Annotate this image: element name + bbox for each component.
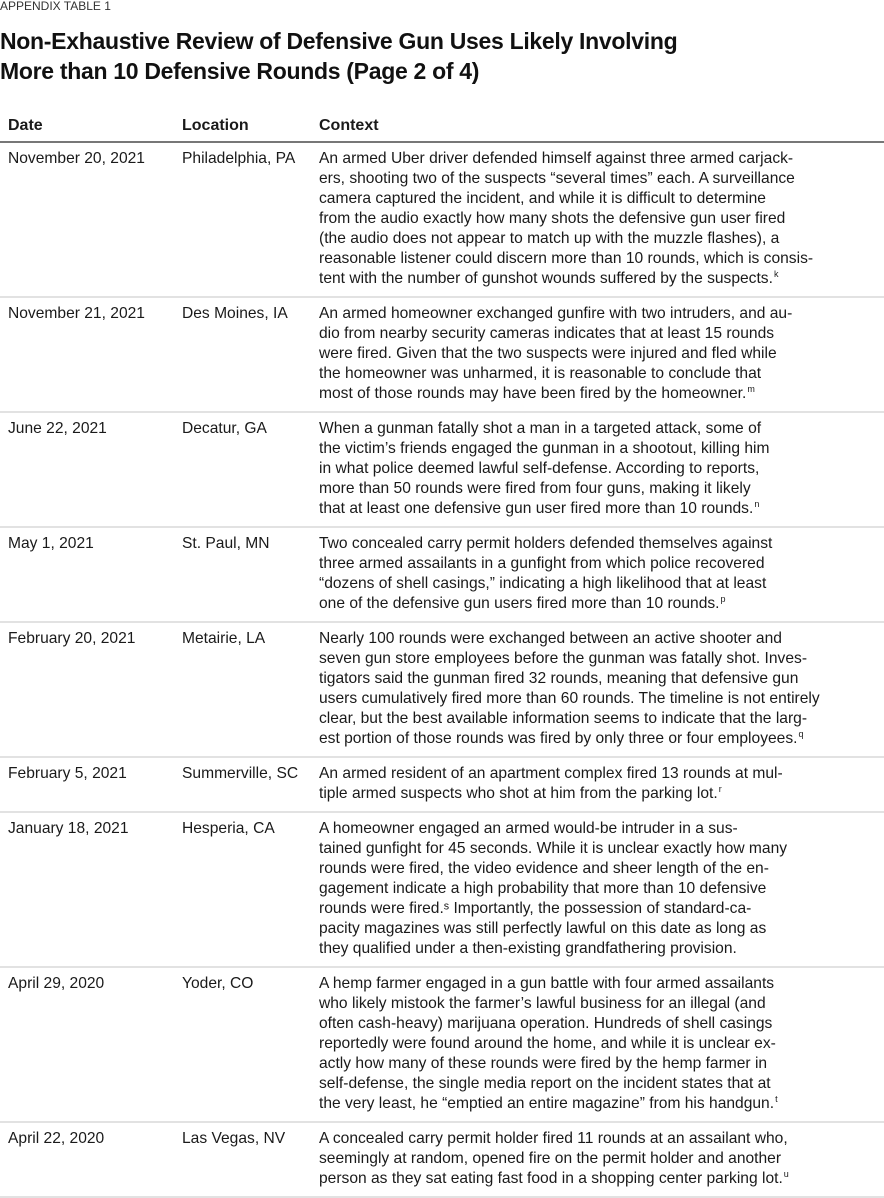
cell-context: Nearly 100 rounds were exchanged between… (319, 629, 884, 749)
context-line: person as they sat eating fast food in a… (319, 1169, 789, 1188)
table-row: April 29, 2020 Yoder, CO A hemp farmer eng… (0, 968, 884, 1123)
context-line: seemingly at random, opened fire on the … (319, 1150, 782, 1167)
cell-location: Decatur, GA (182, 420, 267, 437)
context-line: When a gunman fatally shot a man in a ta… (319, 420, 762, 437)
cell-date: May 1, 2021 (8, 535, 94, 552)
context-line: rounds were fired, the video evidence an… (319, 860, 769, 877)
cell-context: Two concealed carry permit holders defen… (319, 534, 884, 614)
context-line: reasonable listener could discern more t… (319, 250, 814, 267)
context-line: the victim’s friends engaged the gunman … (319, 440, 770, 457)
context-line: rounds were fired.ˢ Importantly, the pos… (319, 900, 752, 917)
context-line: one of the defensive gun users fired mor… (319, 594, 726, 613)
context-line: gagement indicate a high probability tha… (319, 880, 767, 897)
footnote-marker: r (718, 784, 722, 794)
cell-location: St. Paul, MN (182, 535, 270, 552)
context-line: An armed homeowner exchanged gunfire wit… (319, 305, 793, 322)
footnote-marker: n (754, 499, 760, 509)
table-row: April 22, 2020 Las Vegas, NV A concealed c… (0, 1123, 884, 1198)
table-row: November 20, 2021 Philadelphia, PA An arme… (0, 143, 884, 298)
context-line: A concealed carry permit holder fired 11… (319, 1130, 788, 1147)
footnote-marker: m (747, 384, 755, 394)
cell-context: A homeowner engaged an armed would-be in… (319, 819, 884, 959)
context-line: “dozens of shell casings,” indicating a … (319, 575, 767, 592)
cell-context: When a gunman fatally shot a man in a ta… (319, 419, 884, 519)
context-line: clear, but the best available informatio… (319, 710, 808, 727)
context-line: tained gunfight for 45 seconds. While it… (319, 840, 788, 857)
context-line: tent with the number of gunshot wounds s… (319, 269, 779, 288)
context-line: self-defense, the single media report on… (319, 1075, 771, 1092)
context-line: Nearly 100 rounds were exchanged between… (319, 630, 782, 647)
footnote-marker: u (783, 1169, 789, 1179)
context-line: were fired. Given that the two suspects … (319, 345, 777, 362)
footnote-marker: p (720, 594, 726, 604)
context-line: most of those rounds may have been fired… (319, 384, 755, 403)
context-line: A homeowner engaged an armed would-be in… (319, 820, 738, 837)
cell-date: April 22, 2020 (8, 1130, 105, 1147)
context-line: the very least, he “emptied an entire ma… (319, 1094, 778, 1113)
cell-location: Yoder, CO (182, 975, 254, 992)
title-line: More than 10 Defensive Rounds (Page 2 of… (0, 58, 480, 84)
context-line: camera captured the incident, and while … (319, 190, 766, 207)
table-row: November 21, 2021 Des Moines, IA An armed … (0, 298, 884, 413)
cell-context: An armed homeowner exchanged gunfire wit… (319, 304, 884, 404)
cell-location: Philadelphia, PA (182, 150, 296, 167)
table-row: February 5, 2021 Summerville, SC An armed … (0, 758, 884, 813)
context-line: An armed Uber driver defended himself ag… (319, 150, 794, 167)
cell-location: Hesperia, CA (182, 820, 275, 837)
cell-location: Las Vegas, NV (182, 1130, 286, 1147)
column-header-date: Date (8, 117, 43, 134)
context-line: the homeowner was unharmed, it is reason… (319, 365, 762, 382)
context-line: more than 50 rounds were fired from four… (319, 480, 751, 497)
cell-context: An armed resident of an apartment comple… (319, 764, 884, 804)
cell-date: February 5, 2021 (8, 765, 127, 782)
title-line: Non-Exhaustive Review of Defensive Gun U… (0, 28, 678, 54)
context-line: seven gun store employees before the gun… (319, 650, 808, 667)
footnote-marker: t (775, 1094, 778, 1104)
context-line: ers, shooting two of the suspects “sever… (319, 170, 795, 187)
cell-context: An armed Uber driver defended himself ag… (319, 149, 884, 289)
context-line: users cumulatively fired more than 60 ro… (319, 690, 820, 707)
cell-context: A hemp farmer engaged in a gun battle wi… (319, 974, 884, 1114)
table-row: February 20, 2021 Metairie, LA Nearly 100 … (0, 623, 884, 758)
cell-location: Metairie, LA (182, 630, 266, 647)
context-line: dio from nearby security cameras indicat… (319, 325, 775, 342)
context-line: from the audio exactly how many shots th… (319, 210, 786, 227)
cell-date: April 29, 2020 (8, 975, 105, 992)
column-header-location: Location (182, 117, 249, 134)
table-body: November 20, 2021 Philadelphia, PA An arme… (0, 143, 884, 1198)
cell-location: Des Moines, IA (182, 305, 288, 322)
table-row: January 18, 2021 Hesperia, CA A homeowner … (0, 813, 884, 968)
table-header: Date Location Context (0, 114, 884, 143)
table-kicker: APPENDIX TABLE 1 (0, 0, 111, 13)
table-row: June 22, 2021 Decatur, GA When a gunman fa… (0, 413, 884, 528)
cell-date: June 22, 2021 (8, 420, 107, 437)
context-line: tiple armed suspects who shot at him fro… (319, 784, 722, 803)
cell-date: January 18, 2021 (8, 820, 129, 837)
context-line: reportedly were found around the home, a… (319, 1035, 776, 1052)
footnote-marker: k (773, 269, 779, 279)
context-line: actly how many of these rounds were fire… (319, 1055, 768, 1072)
footnote-marker: q (798, 729, 804, 739)
context-line: tigators said the gunman fired 32 rounds… (319, 670, 799, 687)
cell-date: November 21, 2021 (8, 305, 145, 322)
context-line: est portion of those rounds was fired by… (319, 729, 804, 748)
table-row: May 1, 2021 St. Paul, MN Two concealed car… (0, 528, 884, 623)
context-line: often cash-heavy) marijuana operation. H… (319, 1015, 773, 1032)
context-line: that at least one defensive gun user fir… (319, 499, 760, 518)
context-line: three armed assailants in a gunfight fro… (319, 555, 765, 572)
context-line: A hemp farmer engaged in a gun battle wi… (319, 975, 775, 992)
context-line: (the audio does not appear to match up w… (319, 230, 780, 247)
page-title: Non-Exhaustive Review of Defensive Gun U… (0, 26, 678, 86)
cell-date: November 20, 2021 (8, 150, 145, 167)
cell-location: Summerville, SC (182, 765, 299, 782)
context-line: Two concealed carry permit holders defen… (319, 535, 773, 552)
context-line: who likely mistook the farmer’s lawful b… (319, 995, 766, 1012)
cell-context: A concealed carry permit holder fired 11… (319, 1129, 884, 1189)
cell-date: February 20, 2021 (8, 630, 136, 647)
context-line: An armed resident of an apartment comple… (319, 765, 783, 782)
context-line: pacity magazines was still perfectly law… (319, 920, 767, 937)
context-line: in what police deemed lawful self-defens… (319, 460, 760, 477)
context-line: they qualified under a then-existing gra… (319, 940, 737, 957)
column-header-context: Context (319, 117, 379, 134)
